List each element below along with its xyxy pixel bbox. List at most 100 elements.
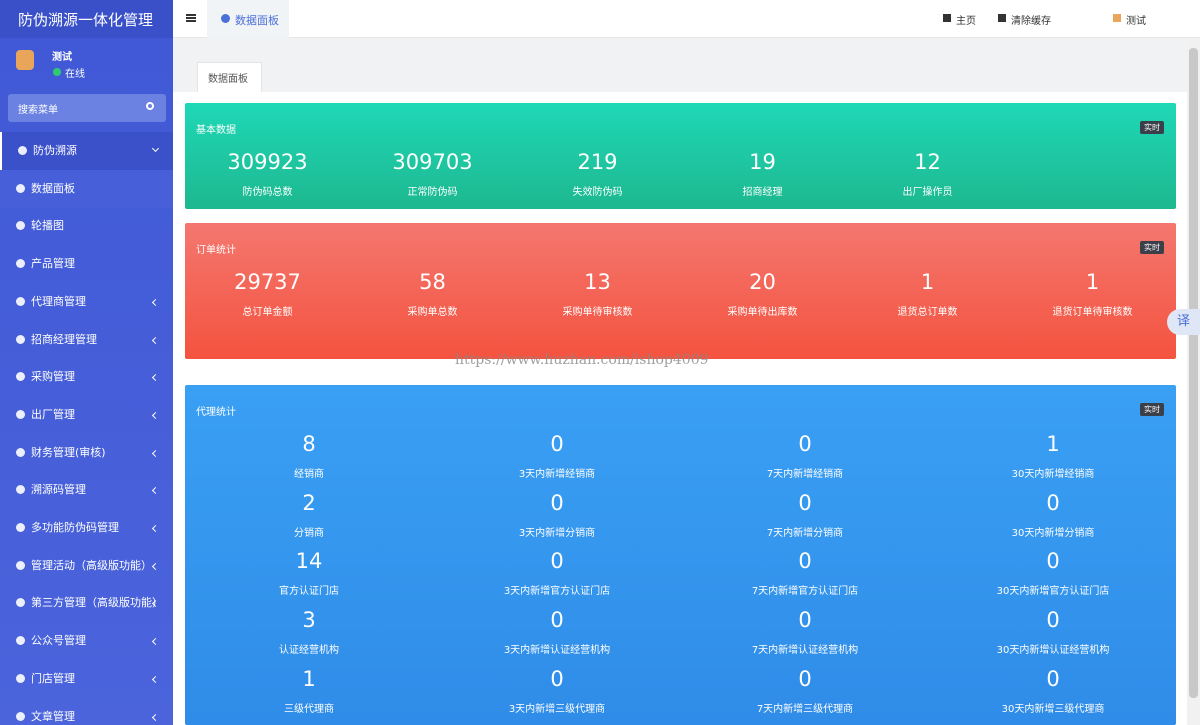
menu-icon (16, 447, 25, 457)
stat-label: 7天内新增认证经营机构 (751, 645, 859, 657)
menu-label: 出厂管理 (31, 407, 75, 421)
stat-label: 7天内新增三级代理商 (756, 703, 854, 715)
content-tab-label: 数据面板 (208, 74, 248, 85)
sidebar: 防伪溯源一体化管理 测试 在线 搜索菜单 防伪溯源 数据面板 轮播图 产品管理 代理商管… (0, 0, 173, 725)
topbar: 数据面板 主页 清除缓存 测试 (173, 0, 1200, 38)
menu-icon (16, 296, 25, 306)
menu-label: 招商经理管理 (31, 332, 97, 346)
stat-label: 3天内新增经销商 (518, 469, 596, 480)
menu-label: 溯源码管理 (31, 483, 86, 497)
sidebar-header (0, 0, 173, 38)
menu-icon (16, 372, 25, 382)
stat-value: 20 (749, 270, 776, 294)
stat-value: 0 (550, 608, 564, 633)
stat-value: 0 (550, 549, 564, 574)
stat-label: 经销商 (294, 469, 324, 480)
menu-item[interactable]: 管理活动（高级版功能） (0, 547, 173, 585)
stat-label: 30天内新增经销商 (1011, 469, 1095, 480)
scrollbar (1187, 38, 1200, 725)
stat-value: 0 (1046, 549, 1060, 574)
menu-label: 轮播图 (31, 219, 64, 233)
stat-label: 总订单金额 (242, 307, 293, 318)
menu-icon (16, 673, 25, 683)
stat-value: 219 (577, 150, 618, 174)
stat-label: 30天内新增分销商 (1011, 527, 1095, 539)
stat-value: 0 (798, 549, 812, 574)
menu-item[interactable]: 文章管理 (0, 698, 173, 725)
menu-icon (16, 711, 25, 721)
stat-label: 防伪码总数 (242, 187, 293, 198)
stat-label: 招商经理 (742, 187, 783, 198)
menu-label: 数据面板 (31, 181, 75, 195)
top-link[interactable]: 测试 (1126, 16, 1146, 27)
link-icon (998, 14, 1006, 22)
stat-value: 19 (749, 150, 776, 174)
stat-value: 1 (302, 666, 316, 691)
menu-item[interactable]: 溯源码管理 (0, 471, 173, 509)
menu-item[interactable]: 代理商管理 (0, 283, 173, 321)
stat-value: 12 (914, 150, 941, 174)
stat-label: 7天内新增官方认证门店 (751, 586, 859, 598)
stat-label: 7天内新增分销商 (766, 527, 844, 539)
stat-value: 0 (1046, 608, 1060, 633)
menu-item[interactable]: 第三方管理（高级版功能） (0, 584, 173, 622)
top-link[interactable]: 主页 (956, 16, 976, 27)
menu-item[interactable]: 防伪溯源 (0, 132, 173, 170)
stat-value: 0 (798, 490, 812, 515)
stat-value: 0 (550, 490, 564, 515)
stat-label: 7天内新增经销商 (766, 469, 844, 480)
menu-icon (16, 560, 25, 570)
menu-item[interactable]: 数据面板 (0, 169, 173, 208)
stat-label: 采购单总数 (407, 307, 458, 318)
menu-item[interactable]: 公众号管理 (0, 622, 173, 660)
menu-icon (16, 523, 25, 532)
stat-label: 30天内新增三级代理商 (1001, 703, 1105, 715)
menu-item[interactable]: 财务管理(审核) (0, 434, 173, 472)
menu-item[interactable]: 出厂管理 (0, 396, 173, 434)
stat-panel: 代理统计 实时 8 经销商 0 3天内新增经销商 0 7天内新增经销商 1 30天内新增经销商 2 分… (185, 385, 1176, 725)
stat-label: 3天内新增分销商 (518, 527, 596, 539)
menu-toggle[interactable] (186, 14, 196, 22)
menu-label: 防伪溯源 (33, 144, 77, 157)
menu-item[interactable]: 招商经理管理 (0, 321, 173, 359)
translate-button[interactable]: 译 (1167, 309, 1200, 335)
menu-label: 第三方管理（高级版功能） (31, 596, 163, 610)
stat-value: 0 (798, 432, 812, 456)
stat-label: 三级代理商 (284, 703, 334, 715)
menu-icon (16, 334, 25, 344)
stat-label: 3天内新增官方认证门店 (503, 586, 611, 598)
stat-value: 309703 (392, 150, 473, 174)
stat-value: 3 (302, 608, 316, 633)
search-icon (146, 102, 154, 110)
menu-icon (16, 183, 25, 193)
content-tab[interactable] (197, 62, 262, 92)
search-box[interactable] (8, 94, 166, 122)
stat-value: 8 (302, 432, 316, 456)
menu-item[interactable]: 多功能防伪码管理 (0, 509, 173, 547)
stat-label: 出厂操作员 (902, 187, 953, 198)
stat-label: 30天内新增官方认证门店 (996, 586, 1110, 598)
stat-value: 1 (1085, 270, 1100, 294)
app-title: 防伪溯源一体化管理 (18, 11, 154, 29)
menu-label: 文章管理 (31, 709, 75, 723)
stat-panel: 基本数据 实时 309923 防伪码总数 309703 正常防伪码 219 失效防伪码 19 招商… (185, 103, 1176, 209)
stat-label: 官方认证门店 (279, 586, 339, 598)
stat-label: 正常防伪码 (407, 187, 458, 198)
panel-title: 订单统计 (196, 245, 236, 256)
menu-label: 代理商管理 (31, 294, 86, 308)
menu-item[interactable]: 门店管理 (0, 660, 173, 698)
stat-label: 退货订单待审核数 (1052, 307, 1133, 318)
top-tab[interactable] (207, 0, 289, 38)
stat-label: 30天内新增认证经营机构 (996, 645, 1110, 657)
menu-icon (16, 221, 25, 231)
stat-value: 0 (798, 666, 812, 691)
top-link[interactable]: 清除缓存 (1011, 16, 1051, 27)
menu-item[interactable]: 产品管理 (0, 245, 173, 283)
avatar (16, 50, 34, 70)
stat-label: 采购单待出库数 (727, 307, 798, 318)
menu-item[interactable]: 采购管理 (0, 358, 173, 396)
menu-icon (18, 146, 27, 155)
stat-value: 0 (1046, 666, 1060, 691)
menu-item[interactable]: 轮播图 (0, 207, 173, 245)
